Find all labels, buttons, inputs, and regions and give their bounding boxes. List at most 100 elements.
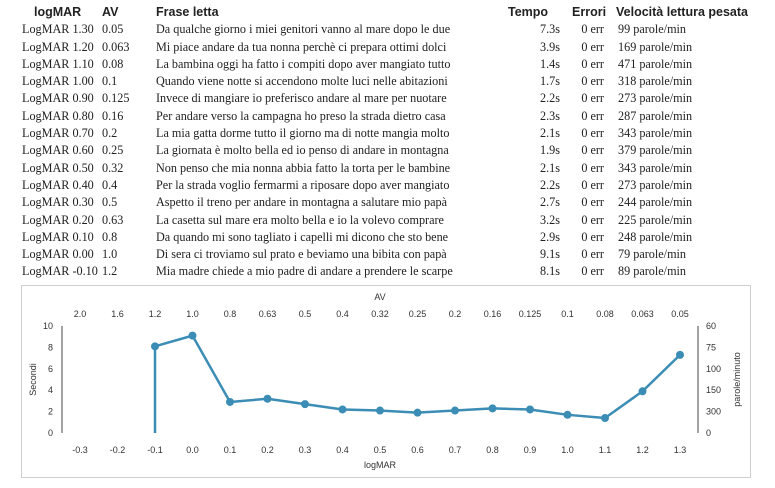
cell-logmar: LogMAR 0.60: [22, 143, 94, 158]
cell-av: 1.0: [102, 247, 118, 262]
y-tick-label: 0: [48, 428, 53, 438]
cell-frase: Da quando mi sono tagliato i capelli mi …: [156, 229, 449, 244]
cell-av: 0.125: [102, 91, 130, 106]
cell-velocita: 169 parole/min: [618, 39, 693, 54]
series-line: [154, 334, 681, 420]
table-header: logMAR AV Frase letta Tempo Errori Veloc…: [14, 4, 772, 21]
table-row: LogMAR 0.30 0.5 Aspetto il treno per andar…: [14, 194, 772, 211]
cell-errori: 0 err: [581, 247, 604, 262]
cell-errori: 0 err: [581, 91, 604, 106]
cell-frase: La giornata è molto bella ed io penso di…: [156, 143, 449, 158]
y2-tick-label: 300: [706, 407, 721, 417]
data-point: [263, 394, 272, 403]
results-table: logMAR AV Frase letta Tempo Errori Veloc…: [14, 4, 772, 281]
cell-av: 0.25: [102, 143, 124, 158]
table-row: LogMAR 1.10 0.08 La bambina oggi ha fatto …: [14, 56, 772, 73]
x-tick-label: -0.2: [110, 445, 126, 455]
cell-frase: Per la strada voglio fermarmi a riposare…: [156, 177, 450, 192]
x2-tick-label: 0.32: [371, 309, 389, 319]
cell-logmar: LogMAR 1.30: [22, 22, 94, 37]
cell-logmar: LogMAR 0.70: [22, 126, 94, 141]
cell-frase: Per andare verso la campagna ho preso la…: [156, 108, 446, 123]
cell-tempo: 1.9s: [540, 143, 560, 158]
cell-frase: Quando viene notte si accendono molte lu…: [156, 74, 448, 89]
cell-frase: La mia gatta dorme tutto il giorno ma di…: [156, 126, 450, 141]
data-point: [526, 405, 534, 414]
x-tick-label: 1.3: [674, 445, 687, 455]
cell-errori: 0 err: [581, 22, 604, 37]
cell-velocita: 287 parole/min: [618, 108, 693, 123]
table-row: LogMAR -0.10 1.2 Mia madre chiede a mio pa…: [14, 263, 772, 280]
cell-frase: Invece di mangiare io preferisco andare …: [156, 91, 447, 106]
cell-logmar: LogMAR 0.20: [22, 212, 94, 227]
x-tick-label: 0.4: [336, 445, 349, 455]
cell-velocita: 273 parole/min: [618, 177, 693, 192]
table-row: LogMAR 1.30 0.05 Da qualche giorno i miei …: [14, 21, 772, 38]
header-velocita: Velocità lettura pesata: [616, 5, 749, 19]
cell-tempo: 9.1s: [540, 247, 560, 262]
cell-tempo: 7.3s: [540, 22, 560, 37]
data-point: [451, 406, 459, 415]
x2-tick-label: 0.063: [631, 309, 654, 319]
cell-velocita: 273 parole/min: [618, 91, 693, 106]
x-tick-label: 1.2: [636, 445, 649, 455]
x2-tick-label: 2.0: [74, 309, 87, 319]
data-point: [226, 397, 234, 406]
data-point: [301, 400, 309, 409]
cell-frase: Aspetto il treno per andare in montagna …: [156, 195, 448, 210]
table-row: LogMAR 0.90 0.125 Invece di mangiare io pr…: [14, 90, 772, 107]
x2-tick-label: 0.5: [299, 309, 312, 319]
y-axis-title: Secondi: [28, 363, 38, 396]
y-tick-label: 8: [48, 342, 53, 352]
cell-av: 0.1: [102, 74, 118, 89]
cell-velocita: 248 parole/min: [618, 229, 693, 244]
cell-errori: 0 err: [581, 177, 604, 192]
data-point: [601, 414, 609, 423]
cell-errori: 0 err: [581, 108, 604, 123]
x-tick-label: 1.0: [561, 445, 574, 455]
cell-logmar: LogMAR 1.00: [22, 74, 94, 89]
y-tick-label: 2: [48, 407, 53, 417]
cell-av: 0.063: [102, 39, 130, 54]
cell-frase: Mi piace andare da tua nonna perchè ci p…: [156, 39, 447, 54]
table-row: LogMAR 0.50 0.32 Non penso che mia nonna a…: [14, 160, 772, 177]
table-row: LogMAR 1.20 0.063 Mi piace andare da tua n…: [14, 39, 772, 56]
x2-axis-title: AV: [374, 292, 385, 302]
cell-logmar: LogMAR 0.50: [22, 160, 94, 175]
cell-tempo: 2.1s: [540, 126, 560, 141]
table-row: LogMAR 0.80 0.16 Per andare verso la campa…: [14, 108, 772, 125]
cell-av: 0.4: [102, 177, 118, 192]
x-tick-label: 0.7: [449, 445, 462, 455]
cell-velocita: 99 parole/min: [618, 22, 687, 37]
y2-tick-label: 0: [706, 428, 711, 438]
cell-velocita: 79 parole/min: [618, 247, 687, 262]
x-tick-label: 0.6: [411, 445, 424, 455]
cell-av: 0.2: [102, 126, 118, 141]
x-tick-label: 1.1: [599, 445, 612, 455]
cell-tempo: 3.9s: [540, 39, 560, 54]
cell-logmar: LogMAR 0.30: [22, 195, 94, 210]
cell-logmar: LogMAR 1.10: [22, 56, 94, 71]
x-tick-label: 0.2: [261, 445, 274, 455]
chart-panel: 2.0 1.6 1.2 1.0 0.8 0.63 0.5 0.4 0.32 0.25 0.2 0.16…: [21, 285, 751, 478]
cell-errori: 0 err: [581, 195, 604, 210]
x-tick-label: -0.1: [147, 445, 163, 455]
x-tick-label: 0.8: [486, 445, 499, 455]
x-axis-title: logMAR: [364, 460, 397, 470]
cell-tempo: 2.9s: [540, 229, 560, 244]
reading-chart: 2.0 1.6 1.2 1.0 0.8 0.63 0.5 0.4 0.32 0.25 0.2 0.16…: [28, 292, 742, 470]
x2-tick-label: 0.05: [671, 309, 689, 319]
cell-frase: Mia madre chiede a mio padre di andare a…: [156, 264, 453, 279]
x-tick-label: 0.3: [299, 445, 312, 455]
x2-tick-label: 0.08: [596, 309, 614, 319]
cell-tempo: 1.4s: [540, 56, 560, 71]
cell-logmar: LogMAR 0.40: [22, 177, 94, 192]
cell-logmar: LogMAR 0.80: [22, 108, 94, 123]
x2-tick-label: 0.16: [484, 309, 502, 319]
cell-frase: La casetta sul mare era molto bella e io…: [156, 212, 444, 227]
cell-velocita: 89 parole/min: [618, 264, 687, 279]
cell-frase: La bambina oggi ha fatto i compiti dopo …: [156, 56, 451, 71]
cell-frase: Di sera ci troviamo sul prato e beviamo …: [156, 247, 447, 262]
cell-errori: 0 err: [581, 212, 604, 227]
x2-tick-label: 1.0: [186, 309, 199, 319]
